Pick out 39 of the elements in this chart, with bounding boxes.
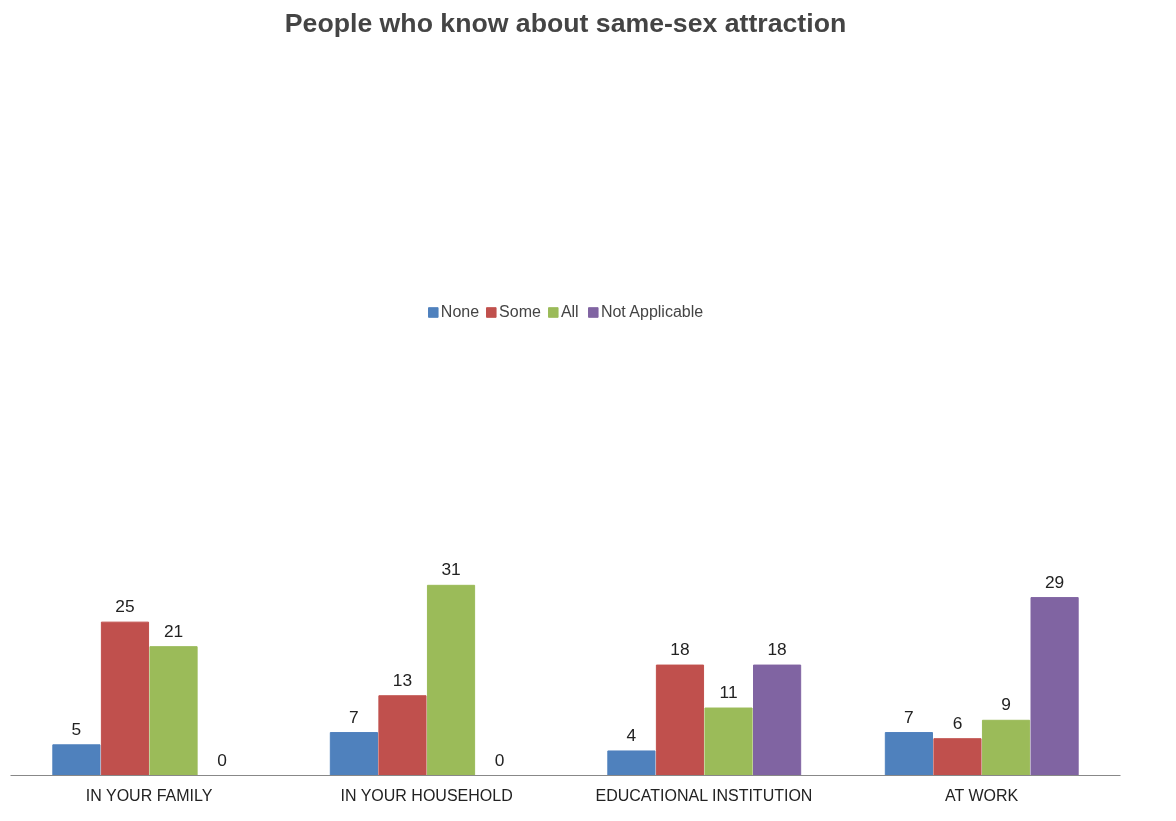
data-label: 31 xyxy=(441,559,461,580)
bar xyxy=(149,646,198,776)
legend-label: All xyxy=(560,303,580,321)
bar xyxy=(378,695,427,776)
bar xyxy=(884,732,933,776)
data-label: 5 xyxy=(71,718,82,739)
data-label: 29 xyxy=(1044,571,1065,592)
legend-label: Not Applicable xyxy=(600,303,704,321)
x-tick-label: EDUCATIONAL INSTITUTION xyxy=(595,786,813,804)
data-label: 13 xyxy=(392,669,413,690)
bar xyxy=(100,621,150,776)
data-label: 21 xyxy=(163,620,184,641)
data-label: 6 xyxy=(952,712,963,733)
data-label: 9 xyxy=(1001,694,1011,715)
bar xyxy=(329,732,378,776)
data-label: 18 xyxy=(767,639,787,660)
data-label: 25 xyxy=(115,596,135,617)
data-label: 7 xyxy=(349,706,359,727)
data-label: 4 xyxy=(626,724,637,745)
bar xyxy=(933,738,982,776)
data-label: 7 xyxy=(904,706,914,727)
data-label: 0 xyxy=(217,749,227,770)
data-label: 11 xyxy=(719,682,738,703)
chart-title: People who know about same-sex attraction xyxy=(284,7,847,38)
legend-label: Some xyxy=(499,303,541,321)
x-tick-label: AT WORK xyxy=(945,786,1019,804)
data-label: 18 xyxy=(670,639,690,660)
bar xyxy=(426,584,476,776)
data-label: 0 xyxy=(494,749,505,770)
bar xyxy=(704,707,753,776)
x-tick-label: IN YOUR FAMILY xyxy=(85,786,213,804)
bar xyxy=(655,664,705,776)
legend-label: None xyxy=(440,303,480,321)
bar xyxy=(1030,597,1079,776)
bar xyxy=(753,664,802,776)
bar xyxy=(607,750,656,776)
bar xyxy=(981,719,1031,776)
bar xyxy=(52,744,101,776)
x-tick-label: IN YOUR HOUSEHOLD xyxy=(340,786,513,804)
